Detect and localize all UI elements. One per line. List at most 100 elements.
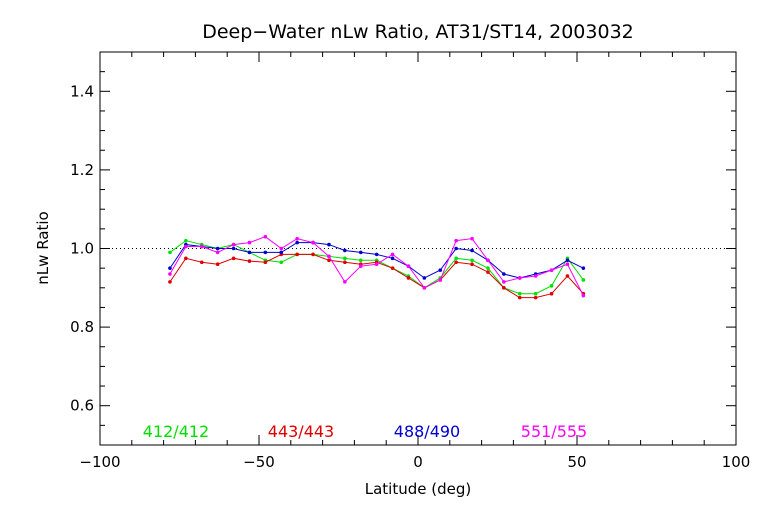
data-point bbox=[358, 264, 363, 268]
data-point bbox=[231, 256, 236, 261]
series-layer bbox=[168, 234, 586, 300]
data-point bbox=[390, 266, 395, 270]
data-point bbox=[343, 256, 347, 261]
data-point bbox=[215, 246, 220, 251]
data-point bbox=[199, 244, 204, 249]
data-point bbox=[263, 250, 268, 255]
data-point bbox=[549, 268, 554, 272]
data-point bbox=[470, 262, 474, 267]
data-point bbox=[184, 244, 188, 249]
data-point bbox=[311, 240, 315, 245]
y-tick-label: 0.8 bbox=[70, 318, 94, 336]
data-point bbox=[374, 252, 379, 257]
data-point bbox=[374, 262, 379, 267]
data-point bbox=[168, 272, 172, 276]
data-point bbox=[502, 286, 506, 290]
data-point bbox=[390, 252, 395, 257]
legend-entry: 443/443 bbox=[268, 422, 334, 441]
data-point bbox=[565, 262, 570, 267]
data-point bbox=[470, 258, 474, 263]
data-point bbox=[231, 242, 236, 247]
data-point bbox=[549, 284, 554, 288]
data-point bbox=[565, 274, 570, 278]
data-point bbox=[502, 272, 506, 276]
series-line bbox=[169, 236, 584, 296]
data-point bbox=[549, 291, 554, 296]
x-tick-label: 50 bbox=[567, 453, 586, 471]
data-point bbox=[406, 264, 411, 268]
data-point bbox=[422, 276, 427, 280]
x-axis-label: Latitude (deg) bbox=[365, 480, 471, 498]
data-point bbox=[533, 291, 538, 296]
y-axis-label: nLw Ratio bbox=[34, 211, 52, 284]
x-tick-label: −100 bbox=[79, 453, 120, 471]
data-point bbox=[438, 268, 443, 272]
data-point bbox=[295, 240, 299, 245]
y-tick-label: 1.4 bbox=[70, 82, 94, 100]
data-point bbox=[486, 266, 490, 270]
data-point bbox=[247, 240, 252, 245]
data-point bbox=[343, 280, 347, 284]
data-point bbox=[470, 236, 474, 241]
legend-entry: 488/490 bbox=[394, 422, 460, 441]
data-point bbox=[279, 260, 284, 265]
data-point bbox=[199, 260, 204, 265]
data-point bbox=[517, 276, 522, 280]
data-point bbox=[184, 238, 188, 243]
data-point bbox=[517, 295, 522, 300]
legend-entry: 412/412 bbox=[143, 422, 209, 441]
data-point bbox=[247, 250, 252, 255]
data-point bbox=[168, 250, 172, 255]
data-point bbox=[581, 293, 586, 298]
data-point bbox=[263, 260, 268, 265]
data-point bbox=[533, 274, 538, 278]
data-point bbox=[279, 250, 284, 255]
data-point bbox=[533, 295, 538, 300]
y-tick-label: 1.2 bbox=[70, 161, 94, 179]
data-point bbox=[247, 259, 252, 263]
axis-ticks: −100 −50 0 50 100 0.6 0.8 1.0 1.2 1.4 bbox=[70, 51, 751, 471]
data-point bbox=[215, 262, 220, 267]
data-point bbox=[486, 270, 490, 274]
data-point bbox=[438, 278, 443, 282]
data-point bbox=[279, 246, 284, 251]
data-point bbox=[343, 248, 347, 253]
data-point bbox=[406, 276, 411, 280]
x-tick-label: 0 bbox=[413, 453, 423, 471]
data-point bbox=[263, 234, 268, 239]
data-point bbox=[454, 260, 458, 265]
data-point bbox=[311, 252, 315, 257]
data-point bbox=[422, 286, 427, 290]
data-point bbox=[454, 238, 458, 243]
series-1 bbox=[168, 238, 586, 296]
x-tick-label: −50 bbox=[243, 453, 275, 471]
data-point bbox=[581, 266, 586, 270]
data-point bbox=[168, 280, 172, 284]
legend: 412/412 443/443 488/490 551/555 bbox=[143, 422, 587, 441]
data-point bbox=[327, 258, 331, 263]
data-point bbox=[390, 256, 395, 261]
data-point bbox=[486, 258, 490, 263]
data-point bbox=[215, 250, 220, 255]
x-tick-label: 100 bbox=[722, 453, 751, 471]
data-point bbox=[470, 248, 474, 253]
data-point bbox=[295, 236, 299, 241]
data-point bbox=[517, 291, 522, 296]
data-point bbox=[327, 242, 331, 247]
data-point bbox=[502, 280, 506, 284]
chart-title: Deep−Water nLw Ratio, AT31/ST14, 2003032 bbox=[202, 21, 634, 43]
legend-entry: 551/555 bbox=[521, 422, 587, 441]
data-point bbox=[184, 256, 188, 261]
data-point bbox=[358, 250, 363, 255]
data-point bbox=[454, 246, 458, 251]
data-point bbox=[231, 246, 236, 251]
series-4 bbox=[168, 234, 586, 298]
data-point bbox=[565, 258, 570, 263]
data-point bbox=[295, 252, 299, 257]
data-point bbox=[168, 266, 172, 270]
data-point bbox=[454, 256, 458, 261]
data-point bbox=[327, 254, 331, 259]
y-tick-label: 1.0 bbox=[70, 240, 94, 258]
data-point bbox=[358, 258, 363, 263]
